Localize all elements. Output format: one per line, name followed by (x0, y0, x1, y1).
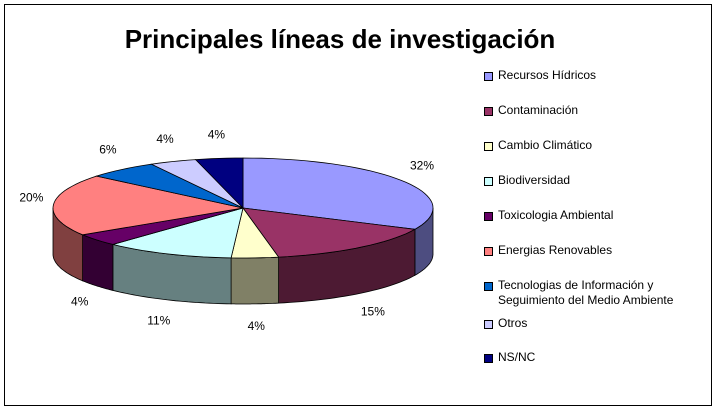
legend-swatch (484, 212, 493, 221)
legend-swatch (484, 72, 493, 81)
data-label-6: 6% (99, 143, 117, 157)
legend-label: Energias Renovables (498, 243, 613, 257)
legend-label: Cambio Climático (498, 138, 593, 152)
legend-label: Tecnologias de Información y Seguimiento… (498, 278, 674, 307)
legend-label: Toxicologia Ambiental (498, 208, 614, 222)
legend-item: Contaminación (484, 103, 578, 118)
legend-swatch (484, 354, 493, 363)
legend-swatch (484, 142, 493, 151)
chart-title: Principales líneas de investigación (124, 24, 556, 54)
pie-slice-3 (111, 207, 244, 259)
legend-label: Biodiversidad (498, 173, 571, 187)
legend-item: Otros (484, 316, 527, 331)
legend-item: Recursos Hídricos (484, 68, 596, 83)
data-label-0: 32% (410, 159, 434, 173)
pie-slice-0 (242, 157, 434, 230)
data-label-2: 4% (248, 319, 266, 333)
legend-label: Otros (498, 316, 528, 330)
legend-item: Cambio Climático (484, 138, 592, 153)
legend-swatch (484, 177, 493, 186)
legend-swatch (484, 282, 493, 291)
legend-label: Contaminación (498, 103, 579, 117)
data-label-3: 11% (147, 313, 170, 327)
legend-item: Toxicologia Ambiental (484, 208, 613, 223)
pie-slice-1 (242, 207, 417, 258)
legend-item: NS/NC (484, 350, 535, 365)
data-label-7: 4% (156, 132, 174, 146)
pie-side-2 (230, 256, 279, 305)
data-label-8: 4% (208, 128, 226, 142)
legend-swatch (484, 247, 493, 256)
legend-label: NS/NC (498, 350, 536, 364)
legend-swatch (484, 107, 493, 116)
legend-item: Energias Renovables (484, 243, 612, 258)
data-label-1: 15% (361, 305, 385, 319)
legend-swatch (484, 320, 493, 329)
pie-slice-4 (81, 207, 244, 245)
pie-slice-6 (95, 163, 244, 209)
pie-slice-7 (150, 159, 244, 209)
pie-slice-8 (194, 157, 244, 209)
legend-item: Biodiversidad (484, 173, 570, 188)
pie-slice-5 (52, 175, 244, 236)
data-label-4: 4% (71, 294, 89, 308)
legend-item: Tecnologias de Información y Seguimiento… (484, 278, 718, 308)
pie-slice-2 (230, 207, 280, 259)
data-label-5: 20% (19, 191, 43, 205)
legend-label: Recursos Hídricos (498, 68, 597, 82)
